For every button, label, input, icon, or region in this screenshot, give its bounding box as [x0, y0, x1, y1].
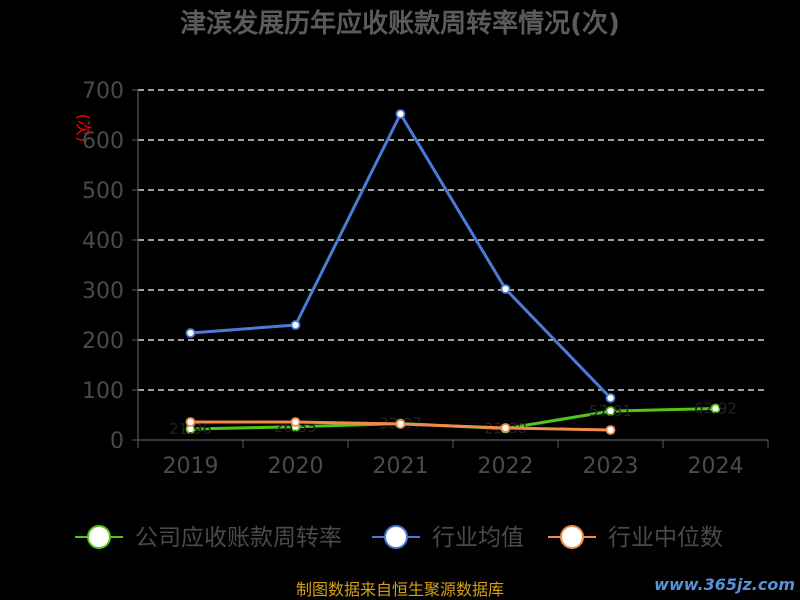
legend-marker: [384, 525, 408, 549]
data-point: [185, 417, 196, 427]
x-tick-label: 2021: [373, 454, 429, 479]
grid-lines: [138, 89, 768, 391]
data-label: 57.81: [589, 402, 632, 420]
legend-label: 公司应收账款周转率: [135, 525, 342, 551]
x-tick-label: 2020: [268, 454, 324, 479]
y-tick-label: 400: [82, 229, 124, 254]
data-point: [185, 328, 196, 338]
data-source-note: 制图数据来自恒生聚源数据库: [296, 580, 504, 599]
watermark: www.365jz.com: [654, 575, 795, 594]
y-tick-label: 0: [110, 429, 124, 454]
data-label: 62.92: [694, 400, 737, 418]
legend-label: 行业均值: [432, 525, 524, 551]
data-point: [290, 320, 301, 330]
legend-label: 行业中位数: [608, 525, 723, 551]
axes: 0 100 200 300 400 500 600 700 2019 2020 2021 2022 20…: [82, 79, 769, 479]
y-axis-unit: (次): [74, 114, 93, 143]
data-point: [500, 423, 511, 433]
legend-marker: [87, 525, 111, 549]
data-point: [395, 419, 406, 429]
x-tick-label: 2023: [583, 454, 639, 479]
series-line: [190, 112, 612, 400]
data-point: [605, 406, 616, 416]
data-point: [605, 425, 616, 435]
chart-title: 津滨发展历年应收账款周转率情况(次): [180, 8, 620, 39]
data-point: [395, 109, 406, 119]
y-tick-label: 200: [82, 329, 124, 354]
legend: 公司应收账款周转率 行业均值 行业中位数: [75, 525, 723, 551]
data-point: [290, 417, 301, 427]
y-tick-label: 300: [82, 279, 124, 304]
x-tick-label: 2022: [478, 454, 534, 479]
x-tick-label: 2024: [688, 454, 744, 479]
data-point: [500, 284, 511, 294]
legend-marker: [560, 525, 584, 549]
data-label: 21.96: [169, 420, 212, 438]
x-tick-label: 2019: [163, 454, 219, 479]
y-tick-label: 500: [82, 179, 124, 204]
data-point: [605, 393, 616, 403]
y-tick-label: 600: [82, 129, 124, 154]
data-point: [710, 403, 721, 414]
y-tick-label: 700: [82, 79, 124, 104]
y-tick-label: 100: [82, 379, 124, 404]
